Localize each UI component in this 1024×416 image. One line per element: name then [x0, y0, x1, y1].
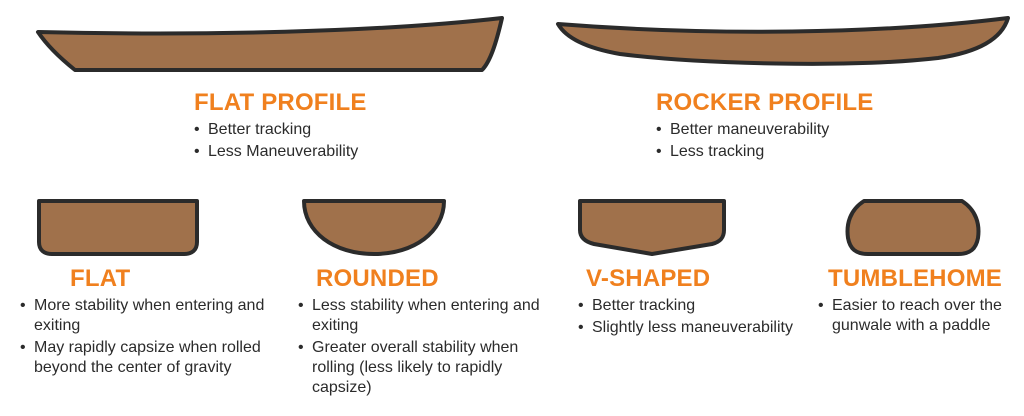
rocker-profile-title: ROCKER PROFILE — [656, 89, 874, 116]
flat-hull-bullets: More stability when entering and exiting… — [20, 296, 270, 378]
v-shaped-hull-bullets: Better tracking Slightly less maneuverab… — [578, 296, 828, 338]
tumblehome-hull-shape — [845, 199, 981, 256]
list-item: Slightly less maneuverability — [578, 318, 828, 338]
list-item: More stability when entering and exiting — [20, 296, 270, 336]
list-item: Better tracking — [578, 296, 828, 316]
rocker-profile-bullets: Better maneuverability Less tracking — [656, 120, 936, 162]
list-item: Better maneuverability — [656, 120, 936, 140]
flat-hull-shape — [37, 199, 199, 256]
rounded-hull-title: ROUNDED — [316, 265, 439, 292]
rounded-hull-bullets: Less stability when entering and exiting… — [298, 296, 548, 398]
list-item: Less Maneuverability — [194, 142, 454, 162]
list-item: Less stability when entering and exiting — [298, 296, 548, 336]
v-shaped-hull-block: V-SHAPED Better tracking Slightly less m… — [578, 266, 828, 340]
rocker-profile-block: ROCKER PROFILE Better maneuverability Le… — [656, 90, 936, 164]
flat-hull-title: FLAT — [70, 265, 131, 292]
list-item: Easier to reach over the gunwale with a … — [818, 296, 1018, 336]
flat-profile-bullets: Better tracking Less Maneuverability — [194, 120, 454, 162]
list-item: Better tracking — [194, 120, 454, 140]
tumblehome-hull-title: TUMBLEHOME — [828, 265, 1002, 292]
v-shaped-hull-title: V-SHAPED — [586, 265, 711, 292]
flat-profile-title: FLAT PROFILE — [194, 89, 367, 116]
list-item: May rapidly capsize when rolled beyond t… — [20, 338, 270, 378]
flat-profile-block: FLAT PROFILE Better tracking Less Maneuv… — [194, 90, 454, 164]
list-item: Greater overall stability when rolling (… — [298, 338, 548, 398]
flat-profile-shape — [36, 16, 504, 72]
list-item: Less tracking — [656, 142, 936, 162]
rocker-profile-shape — [556, 16, 1010, 66]
tumblehome-hull-bullets: Easier to reach over the gunwale with a … — [818, 296, 1018, 336]
rounded-hull-shape — [302, 199, 446, 256]
flat-hull-block: FLAT More stability when entering and ex… — [20, 266, 270, 380]
tumblehome-hull-block: TUMBLEHOME Easier to reach over the gunw… — [818, 266, 1018, 338]
v-shaped-hull-shape — [578, 199, 726, 256]
rounded-hull-block: ROUNDED Less stability when entering and… — [298, 266, 548, 400]
